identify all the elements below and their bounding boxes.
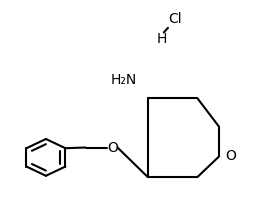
- Text: O: O: [226, 149, 236, 163]
- Text: H: H: [156, 32, 167, 46]
- Text: O: O: [107, 141, 118, 155]
- Text: H₂N: H₂N: [111, 73, 137, 87]
- Text: Cl: Cl: [168, 12, 181, 26]
